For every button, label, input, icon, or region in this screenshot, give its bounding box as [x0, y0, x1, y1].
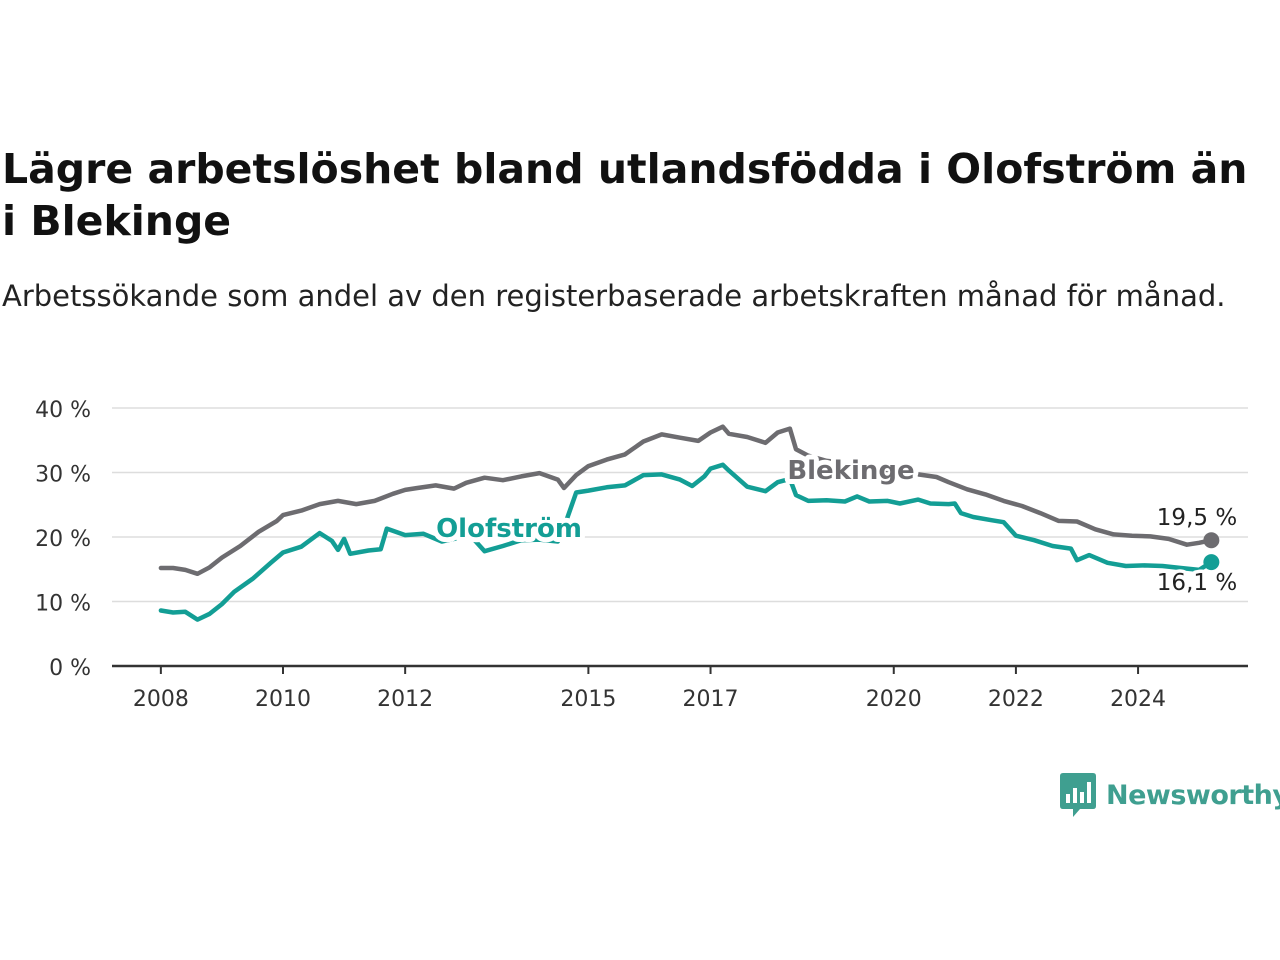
- x-tick-label: 2012: [377, 687, 433, 710]
- end-point-blekinge: [1203, 532, 1220, 549]
- line-chart: 0 % 10 % 20 % 30 % 40 % 2008 2010 2012 2015 2017…: [35, 398, 1248, 710]
- y-tick-label: 10 %: [35, 592, 91, 617]
- end-value-halo: 16,1 %: [1157, 570, 1237, 596]
- x-tick-label: 2015: [560, 687, 616, 710]
- newsworthy-logo: Newsworthy: [1058, 772, 1280, 818]
- x-tick-label: 2024: [1110, 687, 1166, 710]
- end-value-label: 16,1 %: [1157, 570, 1237, 596]
- end-value-halo: 19,5 %: [1157, 505, 1237, 531]
- series-line-blekinge: [158, 424, 1214, 577]
- series-line-olofstrom: [158, 462, 1214, 622]
- x-tick-label: 2020: [866, 687, 922, 710]
- chart-subtitle: Arbetssökande som andel av den registerb…: [2, 279, 1226, 313]
- series-name-label: Olofström: [436, 514, 582, 544]
- x-tick-label: 2008: [133, 687, 189, 710]
- x-tick-label: 2017: [683, 687, 739, 710]
- y-tick-label: 30 %: [35, 463, 91, 488]
- y-tick-label: 20 %: [35, 527, 91, 552]
- end-point-olofstrom: [1203, 554, 1220, 571]
- x-axis: 2008 2010 2012 2015 2017 2020 2022 2024: [112, 664, 1248, 710]
- chart-bubble-icon: [1060, 773, 1096, 817]
- y-tick-label: 40 %: [35, 398, 91, 423]
- gridlines: [112, 407, 1248, 603]
- chart-title: Lägre arbetslöshet bland utlandsfödda i …: [2, 145, 1248, 245]
- x-tick-label: 2010: [255, 687, 311, 710]
- end-value-label: 19,5 %: [1157, 505, 1237, 531]
- brand-name: Newsworthy: [1106, 779, 1280, 811]
- series-name-halo: Blekinge: [787, 456, 914, 486]
- series-name-halo: Olofström: [436, 514, 582, 544]
- series-lines: [158, 424, 1220, 622]
- y-tick-label: 0 %: [49, 656, 91, 681]
- x-tick-label: 2022: [988, 687, 1044, 710]
- y-axis-ticks: 0 % 10 % 20 % 30 % 40 %: [35, 398, 91, 681]
- series-name-label: Blekinge: [787, 456, 914, 486]
